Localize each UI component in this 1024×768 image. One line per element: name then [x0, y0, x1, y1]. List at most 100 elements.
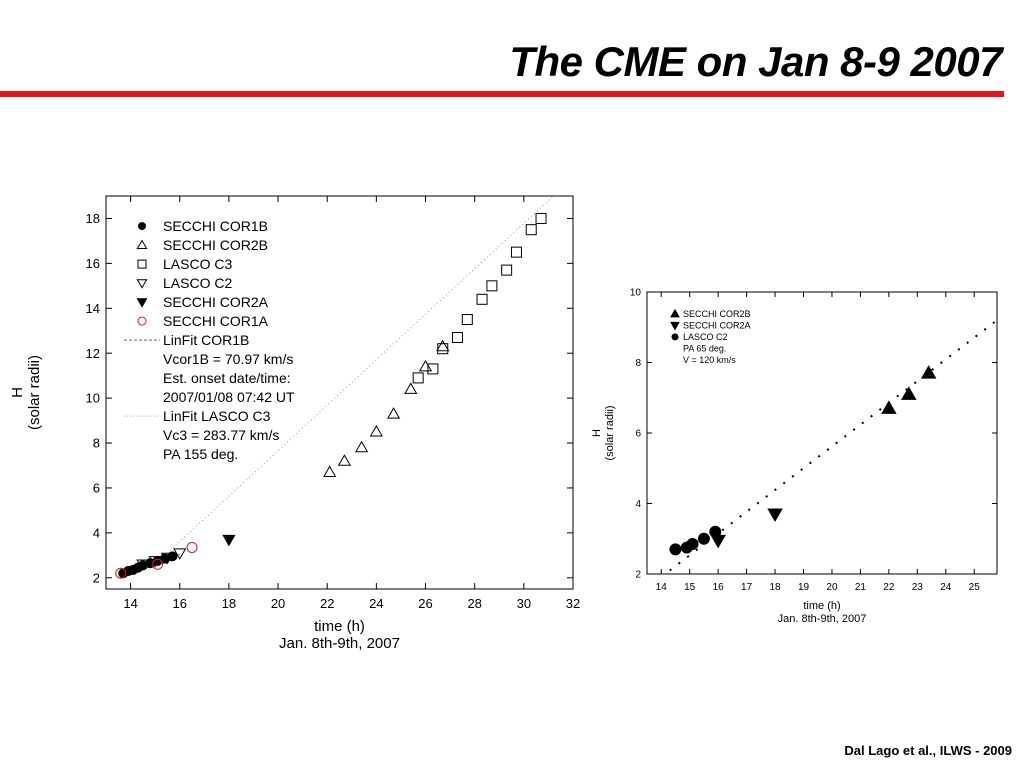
data-point: [115, 567, 127, 579]
x-tick-label: 15: [684, 582, 696, 593]
data-point: [160, 552, 175, 565]
data-point: [901, 386, 917, 400]
legend-label: SECCHI COR2B: [163, 237, 268, 253]
y-tick-label: 10: [630, 288, 642, 299]
data-point: [686, 538, 699, 551]
legend-label: LASCO C2: [163, 275, 232, 291]
data-point: [501, 264, 513, 276]
title-underline: [0, 91, 1004, 97]
x-tick-label: 18: [222, 596, 236, 611]
x-tick-label: 22: [883, 582, 895, 593]
data-point: [436, 339, 450, 352]
legend-label: Vcor1B = 70.97 km/s: [163, 351, 293, 367]
legend-label: LASCO C3: [163, 256, 232, 272]
y-tick-label: 4: [93, 525, 100, 540]
legend-label: SECCHI COR1A: [163, 313, 269, 329]
data-point: [535, 212, 547, 224]
data-point: [767, 508, 783, 522]
data-point: [920, 365, 937, 379]
data-point: [186, 541, 198, 553]
legend-symbol: [136, 298, 148, 308]
data-point: [476, 293, 488, 305]
data-point: [486, 280, 498, 292]
x-tick-label: 22: [320, 596, 334, 611]
data-point: [525, 224, 537, 236]
legend-symbol: [136, 239, 148, 249]
legend-label: Vc3 = 283.77 km/s: [163, 427, 279, 443]
data-point: [337, 454, 352, 466]
data-point: [418, 359, 433, 372]
y-tick-label: 16: [86, 256, 100, 271]
legend-label: LinFit LASCO C3: [163, 408, 271, 424]
y-tick-label: 18: [86, 211, 100, 226]
data-point: [437, 343, 449, 355]
legend-symbol: [670, 308, 680, 318]
x-tick-label: 30: [517, 596, 531, 611]
data-point: [355, 440, 369, 453]
legend-label: SECCHI COR2A: [163, 294, 269, 310]
data-point: [427, 363, 439, 375]
x-tick-label: 16: [173, 596, 187, 611]
legend-label: V = 120 km/s: [683, 355, 736, 365]
data-point: [697, 532, 710, 545]
x-tick-label: 23: [912, 582, 924, 593]
legend-symbol: [136, 279, 148, 289]
x-tick-label: 17: [741, 582, 753, 593]
legend-label: SECCHI COR1B: [163, 218, 268, 234]
legend-symbol: [671, 333, 679, 341]
y-tick-label: 2: [93, 570, 100, 585]
x-tick-label: 21: [855, 582, 867, 593]
y-tick-label: 2: [635, 570, 641, 581]
x-tick-label: 20: [271, 596, 285, 611]
legend-symbol: [137, 316, 147, 326]
x-tick-label: 25: [969, 582, 981, 593]
x-tick-label: 14: [123, 596, 137, 611]
data-point: [222, 534, 236, 547]
y-axis-label: H: [9, 387, 26, 398]
y-tick-label: 4: [635, 499, 641, 510]
legend-symbol: [138, 222, 146, 231]
slide-title: The CME on Jan 8-9 2007: [509, 38, 1002, 85]
data-point: [404, 382, 418, 394]
legend-label: 2007/01/08 07:42 UT: [163, 389, 295, 405]
data-point: [323, 465, 337, 477]
x-tick-label: 16: [713, 582, 725, 593]
x-axis-label: time (h): [314, 618, 365, 635]
y-axis-sublabel: (solar radii): [604, 405, 616, 460]
x-tick-label: 32: [566, 596, 580, 611]
legend-label: LASCO C2: [683, 332, 728, 342]
legend-label: SECCHI COR2B: [683, 309, 751, 319]
data-point: [386, 407, 401, 419]
citation-footer: Dal Lago et al., ILWS - 2009: [844, 743, 1012, 758]
y-tick-label: 8: [635, 358, 641, 369]
data-point: [136, 559, 150, 572]
x-tick-label: 19: [798, 582, 810, 593]
legend-label: LinFit COR1B: [163, 332, 249, 348]
data-point: [461, 314, 473, 326]
y-tick-label: 10: [86, 391, 100, 406]
legend-label: SECCHI COR2A: [683, 321, 751, 331]
data-point: [881, 400, 897, 414]
plot-frame: [105, 195, 574, 590]
data-point: [369, 425, 383, 437]
y-tick-label: 6: [93, 480, 100, 495]
y-tick-label: 12: [86, 346, 100, 361]
x-tick-label: 18: [769, 582, 781, 593]
legend-symbol: [670, 321, 680, 331]
data-point: [148, 556, 162, 568]
x-tick-label: 24: [940, 582, 952, 593]
data-point: [152, 558, 164, 570]
data-point: [412, 372, 424, 384]
data-point: [669, 543, 682, 556]
x-tick-label: 28: [467, 596, 481, 611]
x-tick-label: 14: [656, 582, 668, 593]
x-tick-label: 26: [418, 596, 432, 611]
legend-label: PA 65 deg.: [683, 344, 726, 354]
y-tick-label: 8: [93, 436, 100, 451]
data-point: [173, 548, 187, 560]
legend-label: PA 155 deg.: [163, 446, 238, 462]
y-tick-label: 14: [86, 301, 100, 316]
y-tick-label: 6: [635, 429, 641, 440]
